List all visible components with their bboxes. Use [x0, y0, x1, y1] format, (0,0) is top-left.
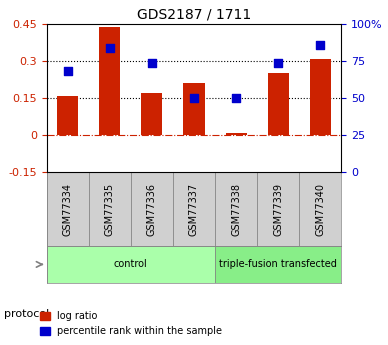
FancyBboxPatch shape	[299, 172, 341, 246]
Text: GSM77336: GSM77336	[147, 183, 157, 236]
FancyBboxPatch shape	[47, 246, 215, 283]
Text: triple-fusion transfected: triple-fusion transfected	[219, 259, 337, 269]
FancyBboxPatch shape	[215, 246, 341, 283]
Point	[233, 95, 239, 101]
Text: protocol: protocol	[4, 309, 49, 319]
Text: GSM77340: GSM77340	[315, 183, 326, 236]
Point	[275, 60, 281, 65]
FancyBboxPatch shape	[215, 172, 257, 246]
FancyBboxPatch shape	[47, 172, 89, 246]
Bar	[141, 93, 163, 135]
Text: GSM77339: GSM77339	[273, 183, 283, 236]
Text: GSM77337: GSM77337	[189, 183, 199, 236]
FancyBboxPatch shape	[131, 172, 173, 246]
FancyBboxPatch shape	[173, 172, 215, 246]
Point	[191, 95, 197, 101]
FancyBboxPatch shape	[257, 172, 299, 246]
Bar	[57, 96, 78, 135]
FancyBboxPatch shape	[89, 172, 131, 246]
Bar	[184, 83, 204, 135]
Bar	[99, 27, 120, 135]
Text: GSM77335: GSM77335	[105, 183, 115, 236]
Point	[317, 42, 324, 48]
Point	[149, 60, 155, 65]
Text: control: control	[114, 259, 148, 269]
Bar	[268, 73, 289, 135]
Title: GDS2187 / 1711: GDS2187 / 1711	[137, 8, 251, 22]
Legend: log ratio, percentile rank within the sample: log ratio, percentile rank within the sa…	[36, 307, 226, 340]
Point	[64, 69, 71, 74]
Text: GSM77338: GSM77338	[231, 183, 241, 236]
Point	[107, 45, 113, 51]
Text: GSM77334: GSM77334	[62, 183, 73, 236]
Bar	[225, 132, 247, 135]
Bar	[310, 59, 331, 135]
